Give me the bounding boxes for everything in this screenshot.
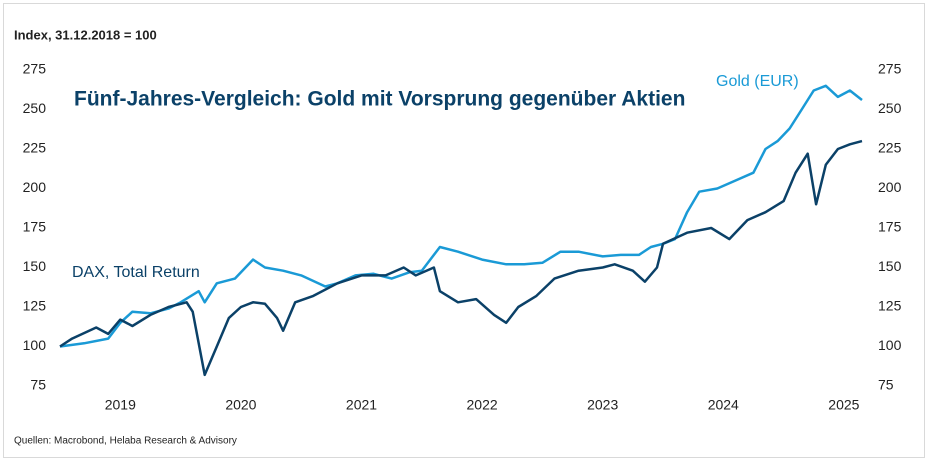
x-tick-label: 2019 [105,397,136,413]
subtitle: Index, 31.12.2018 = 100 [14,27,157,42]
y-tick-label: 100 [23,337,47,353]
x-tick-label: 2022 [467,397,498,413]
y-tick-label: 75 [30,377,46,393]
y2-tick-label: 100 [878,337,902,353]
y2-tick-label: 225 [878,140,902,156]
series-label: Gold (EUR) [716,73,799,90]
chart-title: Fünf-Jahres-Vergleich: Gold mit Vorsprun… [74,88,685,111]
x-tick-label: 2024 [708,397,739,413]
y2-tick-label: 175 [878,219,902,235]
y2-tick-label: 200 [878,179,902,195]
y-tick-label: 125 [23,298,47,314]
y-tick-label: 200 [23,179,47,195]
y-tick-label: 275 [23,61,47,77]
x-tick-label: 2023 [587,397,618,413]
series-line [59,84,863,348]
series-line [59,139,863,377]
x-tick-label: 2021 [346,397,377,413]
y-tick-label: 225 [23,140,47,156]
source: Quellen: Macrobond, Helaba Research & Ad… [14,436,237,447]
series-label: DAX, Total Return [72,264,200,281]
frame [3,3,925,458]
y2-tick-label: 275 [878,61,902,77]
y2-tick-label: 150 [878,258,902,274]
y-tick-label: 250 [23,100,47,116]
y2-tick-label: 250 [878,100,902,116]
y-tick-label: 175 [23,219,47,235]
x-tick-label: 2020 [225,397,256,413]
y2-tick-label: 125 [878,298,902,314]
y2-tick-label: 75 [878,377,894,393]
y-tick-label: 150 [23,258,47,274]
x-tick-label: 2025 [828,397,859,413]
